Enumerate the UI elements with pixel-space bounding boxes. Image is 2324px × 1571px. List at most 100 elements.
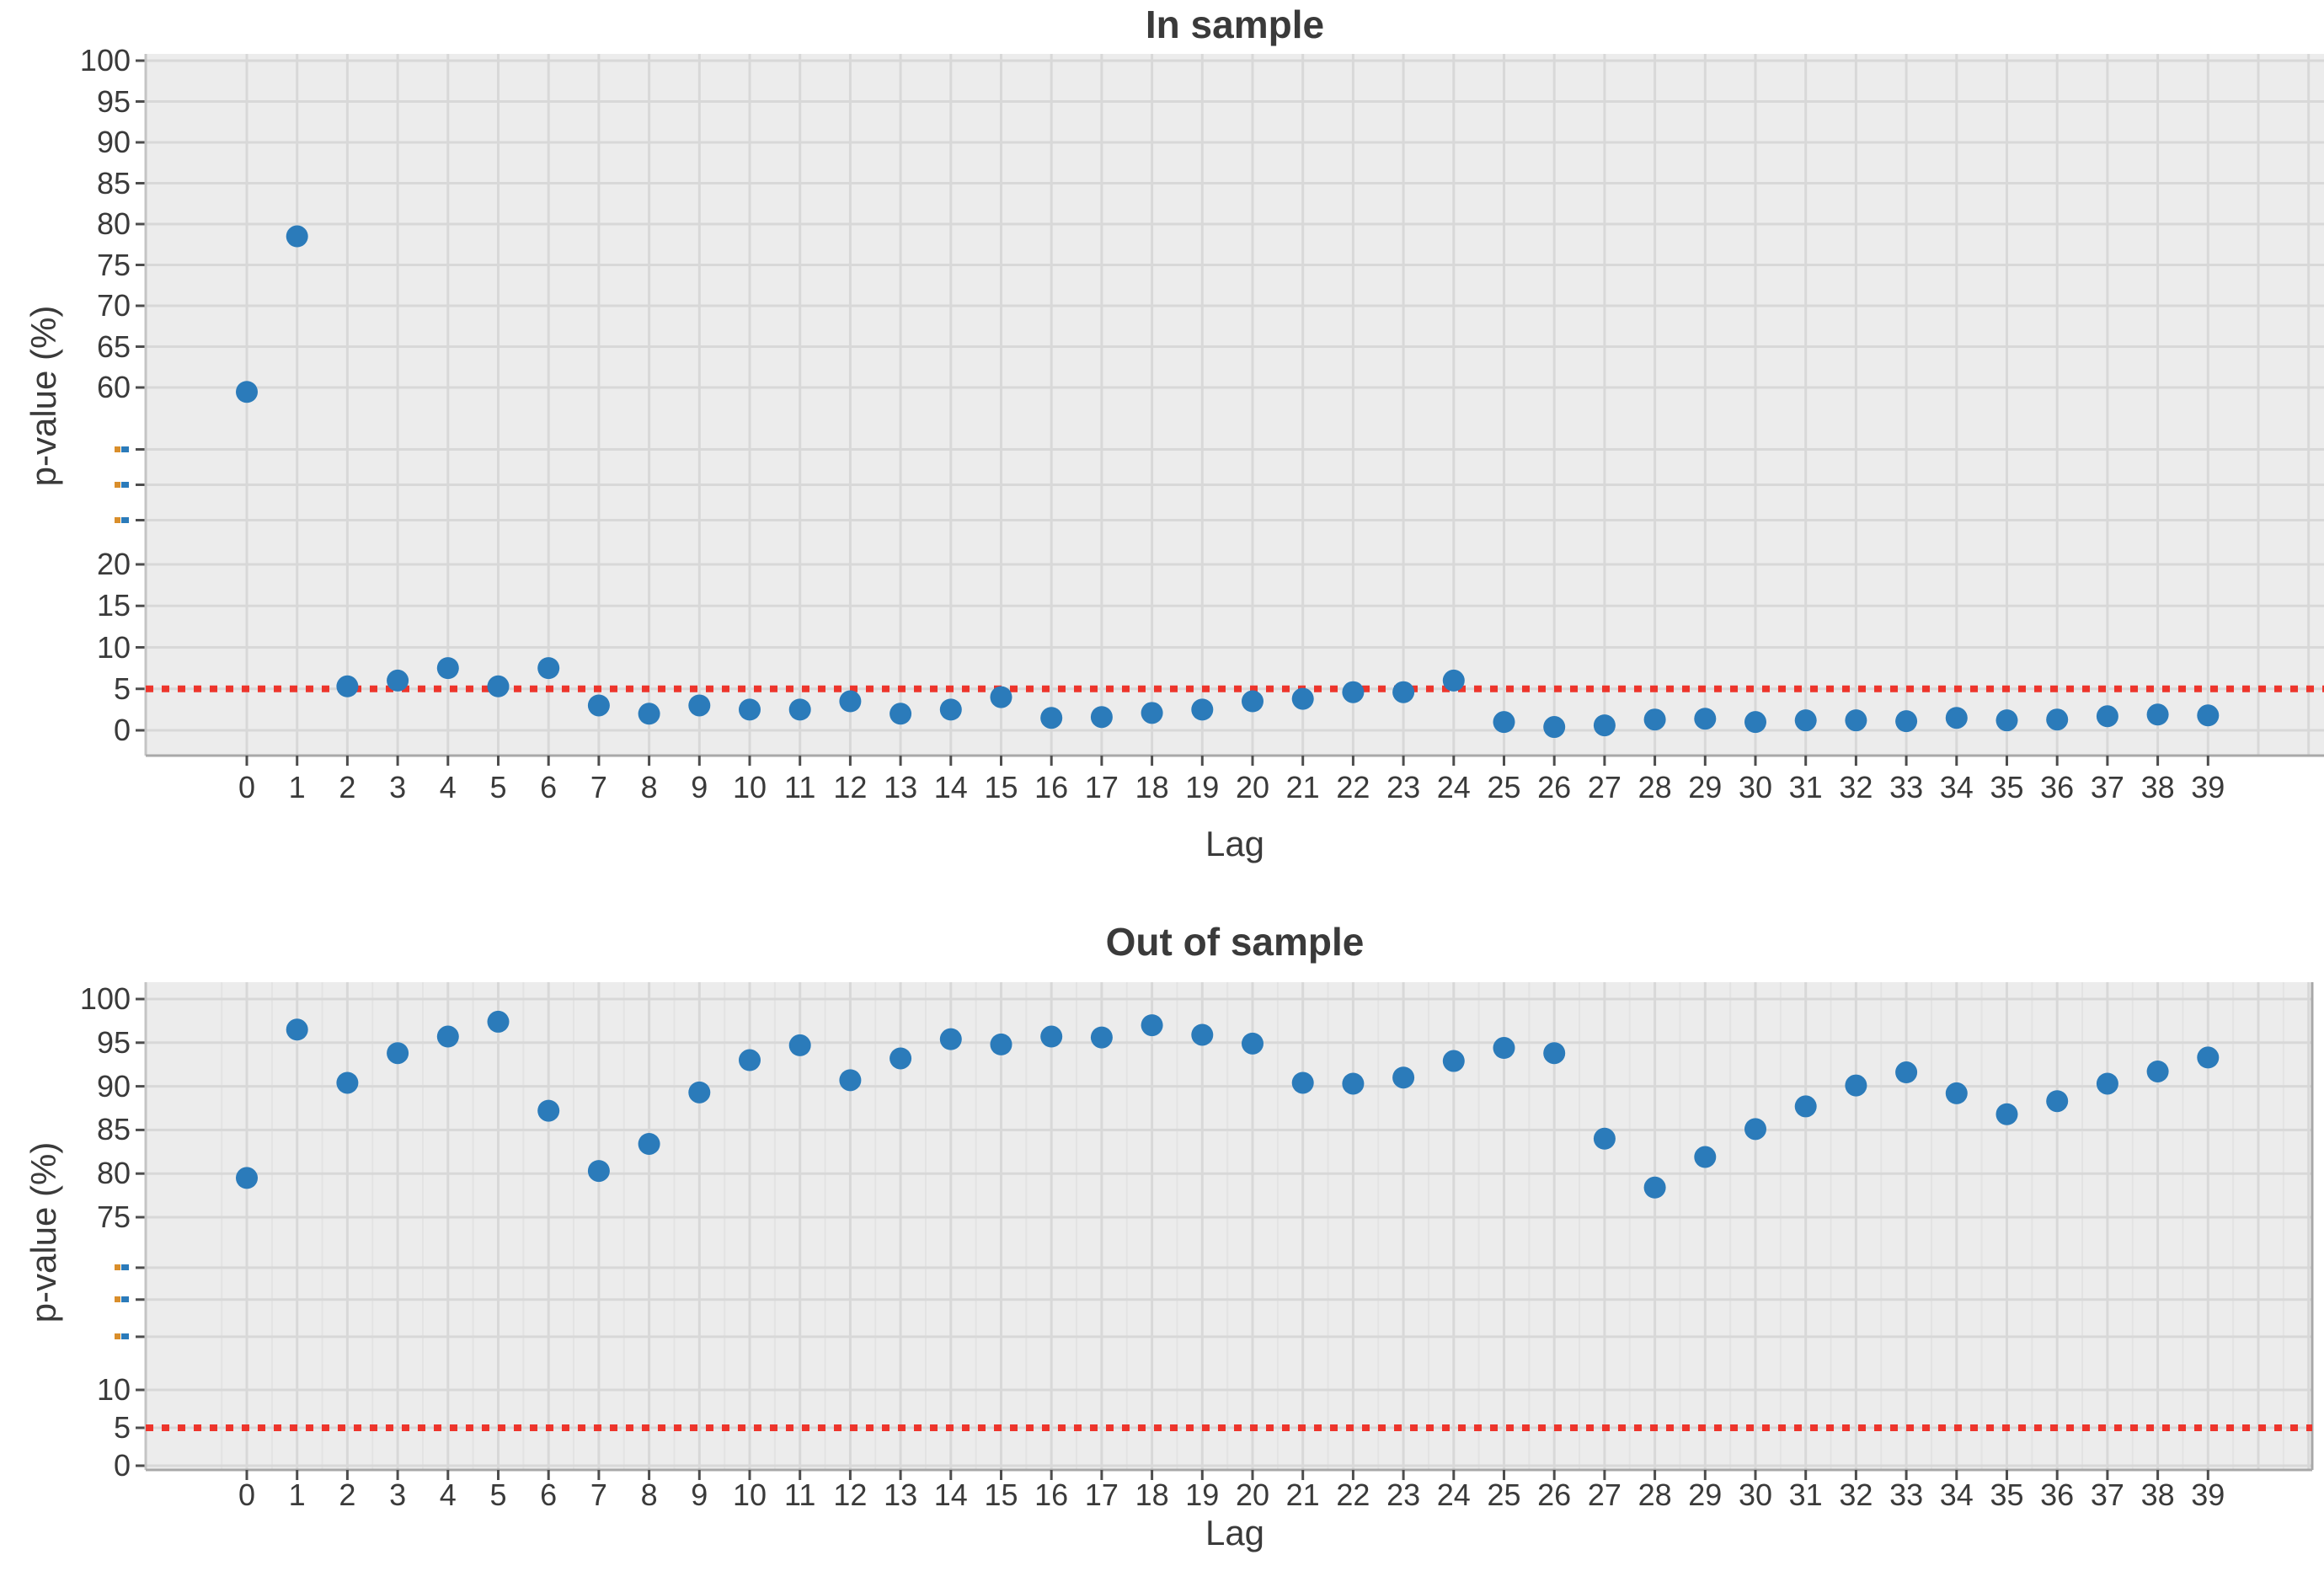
y-tick-artifact	[0, 1333, 129, 1339]
x-tick-label: 39	[2191, 1477, 2225, 1512]
y-tick-artifact-orange	[115, 481, 120, 488]
data-point	[2046, 708, 2069, 731]
x-tick-label: 33	[1889, 1477, 1924, 1512]
x-tick-label: 2	[339, 1477, 356, 1512]
x-tick-label: 27	[1587, 770, 1621, 804]
data-point	[839, 690, 862, 713]
y-tick-artifact	[0, 446, 129, 452]
x-tick-label: 35	[1990, 770, 2024, 804]
x-tick-label: 22	[1336, 770, 1370, 804]
x-tick-label: 7	[590, 1477, 607, 1512]
x-tick-label: 21	[1285, 770, 1320, 804]
y-tick-artifact	[0, 481, 129, 488]
data-point	[587, 694, 610, 717]
x-tick-label: 30	[1738, 770, 1773, 804]
x-tick-label: 39	[2191, 770, 2225, 804]
y-tick-label: 60	[96, 370, 131, 404]
data-point	[1392, 1066, 1415, 1089]
x-tick-label: 37	[2090, 1477, 2124, 1512]
data-point	[387, 1042, 409, 1065]
x-tick-label: 6	[540, 770, 558, 804]
x-tick-label: 21	[1285, 1477, 1320, 1512]
x-tick-label: 2	[339, 770, 356, 804]
x-tick-label: 13	[884, 1477, 918, 1512]
y-tick-artifact-orange	[115, 516, 120, 523]
x-tick-label: 28	[1637, 1477, 1672, 1512]
data-point	[286, 225, 308, 248]
y-tick-label: 95	[96, 83, 131, 119]
data-point	[336, 675, 359, 697]
x-tick-label: 18	[1135, 1477, 1169, 1512]
y-tick-artifact-orange	[115, 446, 120, 452]
x-tick-label: 19	[1185, 770, 1220, 804]
y-tick-artifact-orange	[115, 1264, 120, 1270]
data-point	[1040, 707, 1063, 729]
data-point	[688, 694, 711, 717]
y-tick-label: 75	[96, 247, 131, 282]
data-point	[1090, 706, 1113, 729]
data-point	[990, 1033, 1012, 1055]
data-point	[1995, 1103, 2018, 1125]
data-point	[1995, 709, 2018, 732]
x-tick-label: 32	[1839, 770, 1873, 804]
chart-title-out-of-sample: Out of sample	[1105, 920, 1365, 964]
x-tick-label: 8	[640, 770, 658, 804]
data-point	[1643, 708, 1666, 731]
y-tick-label: 75	[96, 1200, 131, 1234]
data-point	[2146, 703, 2169, 726]
data-point	[939, 1028, 962, 1050]
x-tick-label: 33	[1889, 770, 1924, 804]
x-tick-label: 23	[1386, 770, 1421, 804]
data-point	[1493, 711, 1515, 734]
y-tick-label: 10	[96, 629, 131, 665]
x-tick-label: 25	[1487, 1477, 1521, 1512]
x-tick-label: 38	[2140, 770, 2175, 804]
y-tick-artifact-blue	[121, 1296, 129, 1302]
x-tick-label: 36	[2040, 770, 2075, 804]
y-tick-label: 100	[79, 981, 131, 1016]
x-tick-label: 28	[1637, 770, 1672, 804]
data-point	[1945, 1082, 1968, 1104]
data-point	[286, 1018, 308, 1041]
data-point	[739, 1049, 761, 1071]
x-tick-label: 31	[1788, 770, 1823, 804]
y-tick-label: 0	[113, 1448, 131, 1483]
y-tick-label: 80	[96, 1156, 131, 1191]
x-tick-label: 14	[933, 770, 968, 804]
data-point	[1493, 1037, 1515, 1060]
y-tick-label: 0	[113, 713, 131, 747]
x-tick-label: 34	[1939, 1477, 1974, 1512]
y-tick-label: 90	[96, 125, 131, 159]
x-tick-label: 17	[1084, 770, 1119, 804]
data-point	[638, 703, 660, 725]
y-tick-label: 90	[96, 1068, 131, 1103]
x-tick-label: 11	[784, 770, 816, 804]
data-point	[739, 698, 761, 721]
x-tick-label: 15	[984, 1477, 1018, 1512]
data-point	[1794, 709, 1817, 732]
y-tick-artifact-orange	[115, 1296, 120, 1302]
data-point	[1593, 1127, 1616, 1150]
data-point	[1442, 669, 1465, 692]
y-tick-label: 85	[96, 1112, 131, 1147]
x-tick-label: 20	[1235, 770, 1270, 804]
y-tick-label: 20	[96, 547, 131, 581]
x-tick-label: 24	[1436, 770, 1471, 804]
x-tick-label: 3	[389, 770, 407, 804]
x-axis-label-in-sample: Lag	[1205, 824, 1265, 863]
x-tick-label: 29	[1688, 1477, 1723, 1512]
x-tick-label: 13	[884, 770, 918, 804]
y-tick-label: 15	[96, 588, 131, 623]
data-point	[1342, 1072, 1365, 1095]
x-tick-label: 17	[1084, 1477, 1119, 1512]
data-point	[2146, 1060, 2169, 1082]
x-tick-label: 3	[389, 1477, 407, 1512]
data-point	[890, 703, 912, 725]
data-point	[1845, 1074, 1867, 1097]
data-point	[2197, 704, 2220, 727]
y-tick-artifact-blue	[121, 481, 129, 488]
x-tick-label: 0	[238, 770, 256, 804]
x-tick-label: 24	[1436, 1477, 1471, 1512]
y-tick-artifact-blue	[121, 1264, 129, 1270]
plot-area	[146, 54, 2324, 756]
